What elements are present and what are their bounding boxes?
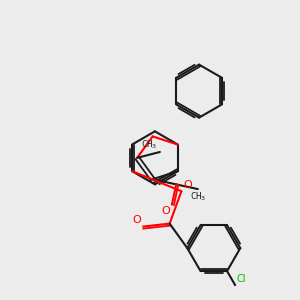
Text: O: O: [183, 180, 192, 190]
Text: O: O: [132, 215, 141, 225]
Text: Cl: Cl: [237, 274, 246, 284]
Text: O: O: [162, 206, 170, 216]
Text: CH$_3$: CH$_3$: [141, 138, 158, 151]
Text: CH$_3$: CH$_3$: [190, 190, 206, 203]
